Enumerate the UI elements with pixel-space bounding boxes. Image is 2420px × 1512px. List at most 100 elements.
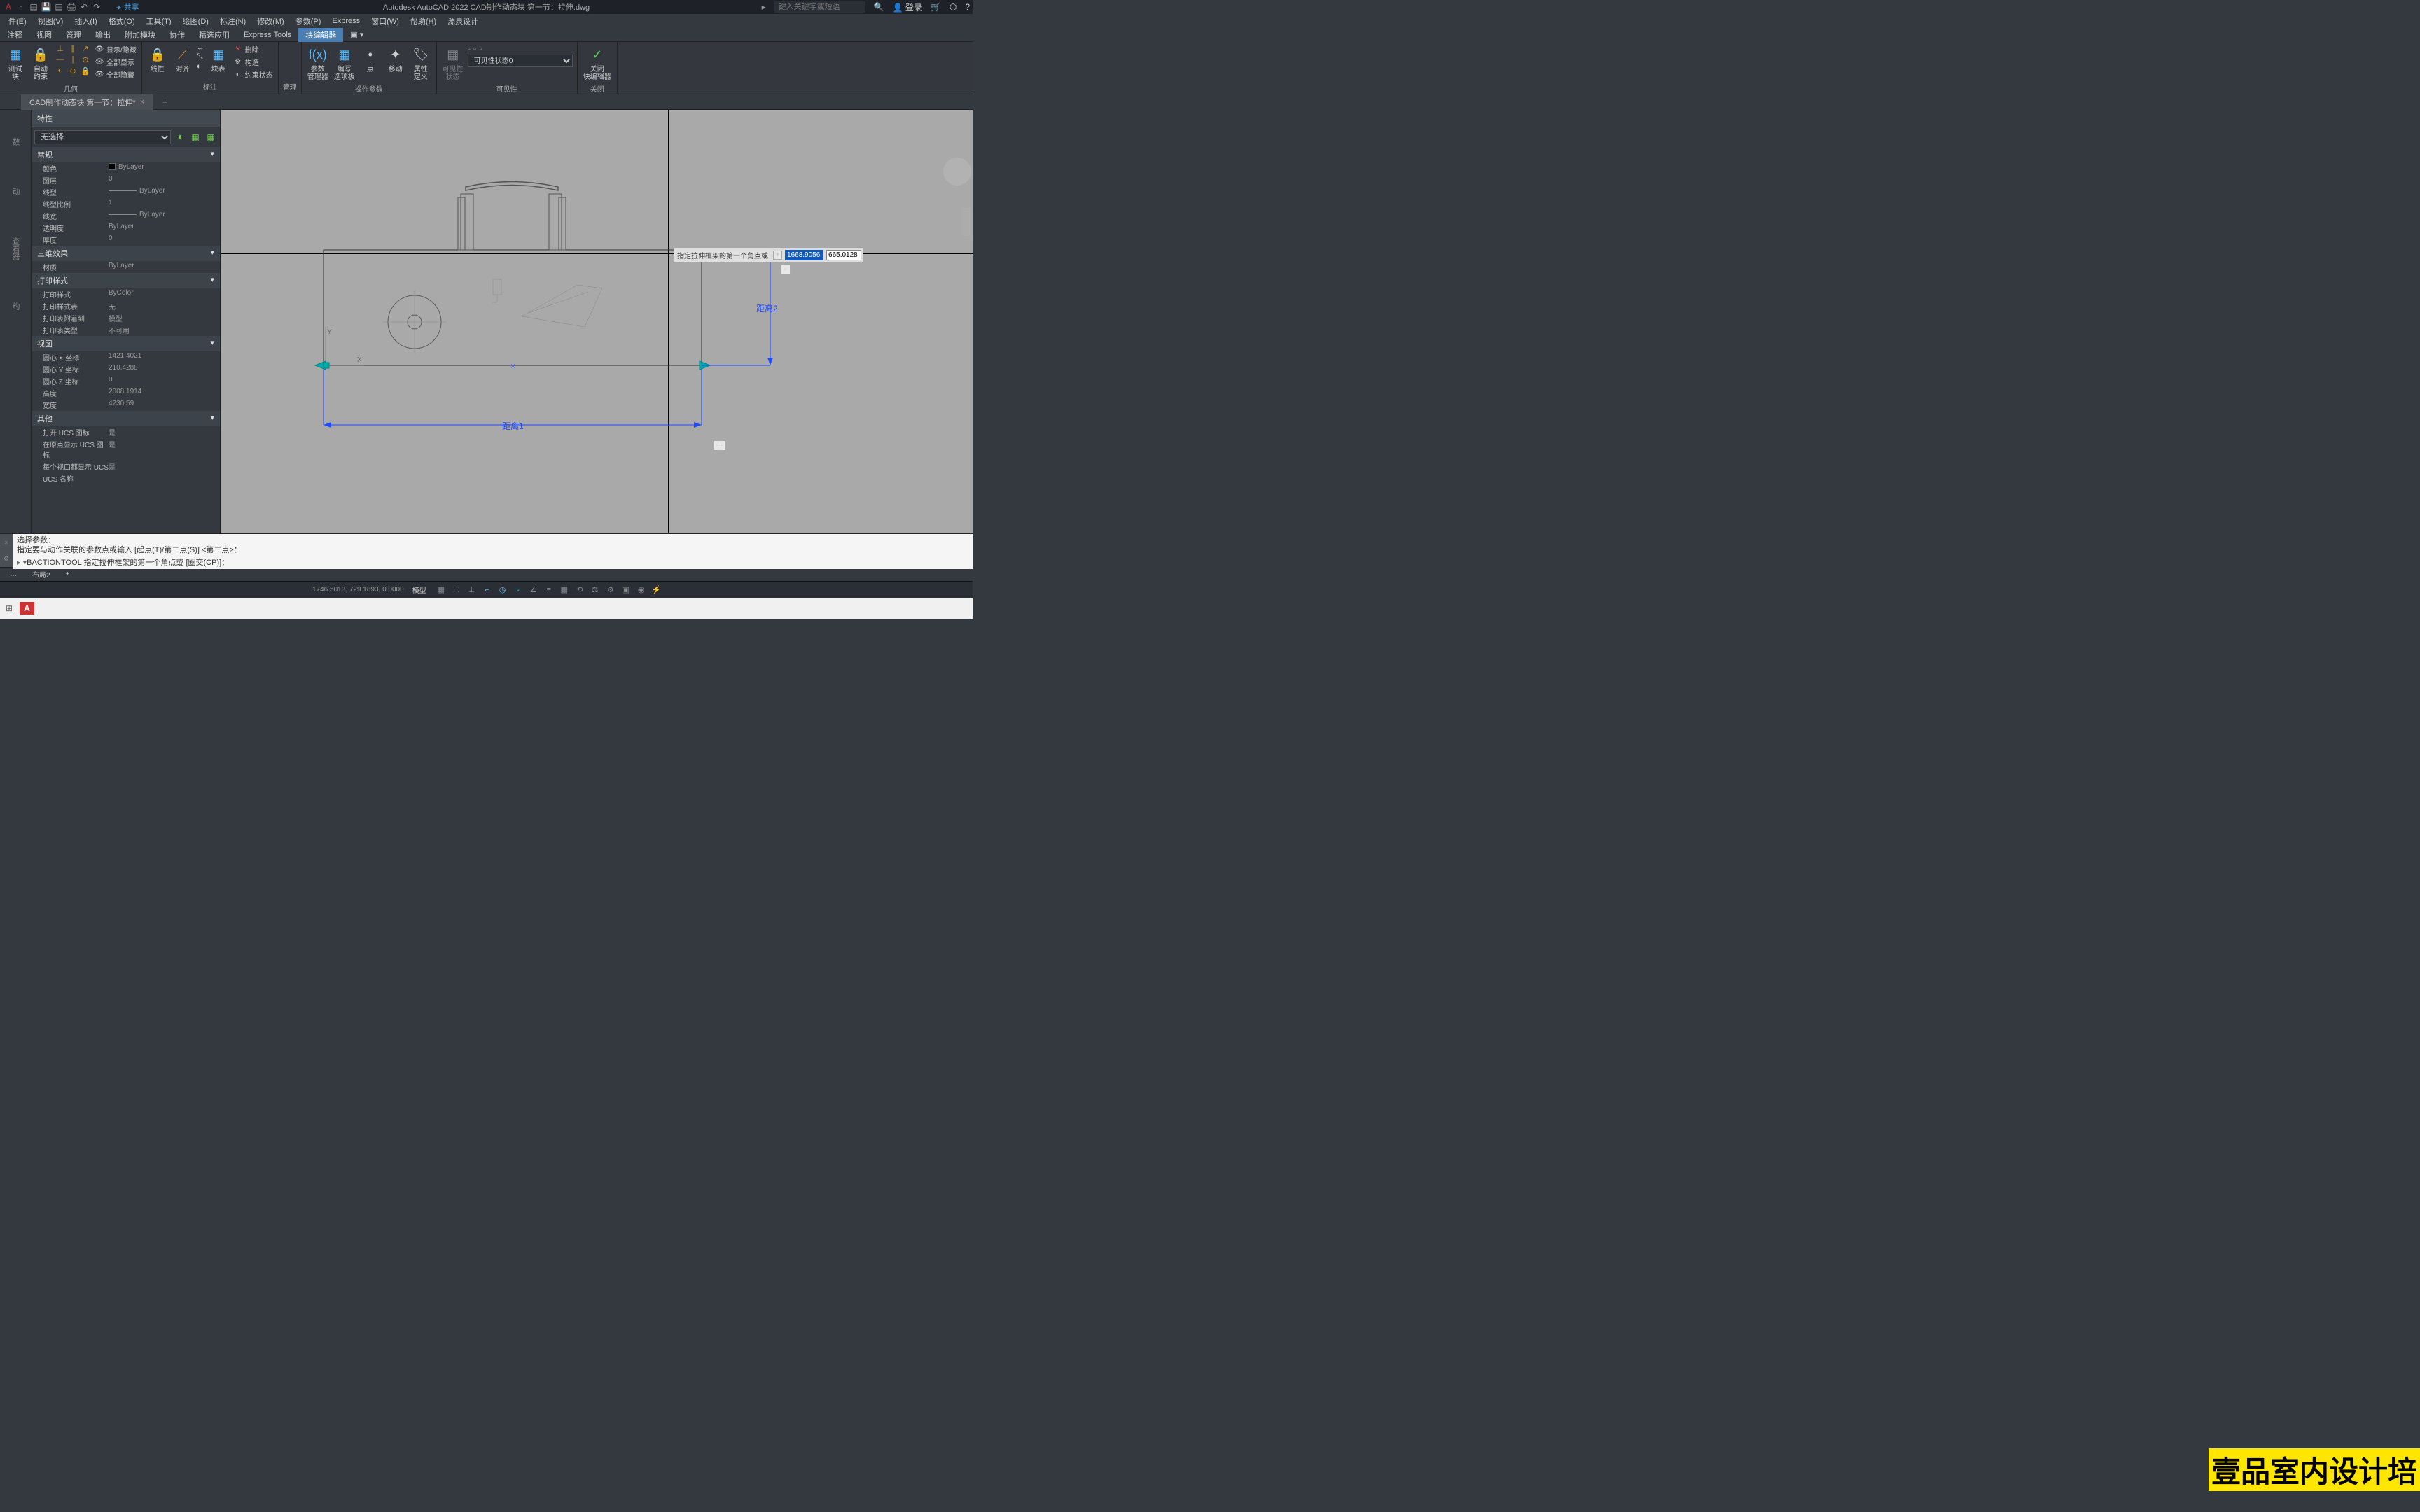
- menu-item[interactable]: 件(E): [3, 14, 32, 28]
- menu-item[interactable]: 参数(P): [290, 14, 327, 28]
- layout-tab[interactable]: 布局2: [25, 568, 57, 581]
- ribbon-tab[interactable]: 注释: [0, 28, 29, 42]
- taskbar-icon[interactable]: ⊞: [6, 603, 13, 613]
- new-icon[interactable]: ▫: [15, 1, 27, 13]
- menu-item[interactable]: 修改(M): [251, 14, 290, 28]
- search-input[interactable]: [774, 1, 865, 13]
- select-icon[interactable]: ▦: [189, 131, 202, 144]
- share-button[interactable]: ✈ 共享: [116, 1, 139, 13]
- hide-all-button[interactable]: 👁全部隐藏: [94, 69, 137, 80]
- attribute-button[interactable]: 🏷属性 定义: [410, 43, 432, 83]
- close-block-editor-button[interactable]: ✓关闭 块编辑器: [582, 43, 613, 83]
- vis-icon[interactable]: ▫: [479, 43, 482, 53]
- prop-value[interactable]: ByLayer: [109, 187, 220, 197]
- move-button[interactable]: ✦移动: [384, 43, 407, 75]
- grid-icon[interactable]: ▦: [435, 584, 447, 596]
- ribbon-tab[interactable]: 精选应用: [192, 28, 237, 42]
- model-space-button[interactable]: 模型: [412, 584, 426, 595]
- ribbon-tab[interactable]: 输出: [88, 28, 118, 42]
- side-tab[interactable]: 约: [10, 302, 21, 310]
- menu-item[interactable]: 绘图(D): [177, 14, 214, 28]
- ribbon-tab[interactable]: 管理: [59, 28, 88, 42]
- visibility-dropdown[interactable]: 可见性状态0: [468, 55, 573, 67]
- help-icon[interactable]: ?: [965, 2, 970, 12]
- workspace-icon[interactable]: ⚙: [604, 584, 617, 596]
- undo-icon[interactable]: ↶: [78, 1, 90, 13]
- linear-button[interactable]: 🔒线性: [146, 43, 169, 75]
- pim-icon[interactable]: ▦: [204, 131, 217, 144]
- constraint-icon[interactable]: —: [55, 55, 66, 64]
- menu-item[interactable]: 帮助(H): [405, 14, 442, 28]
- cmd-tool-icon[interactable]: ⚙: [4, 555, 9, 563]
- param-manager-button[interactable]: f(x)参数 管理器: [306, 43, 330, 83]
- props-section[interactable]: 其他▾: [32, 411, 220, 426]
- show-hide-button[interactable]: 👁显示/隐藏: [94, 43, 137, 55]
- menu-item[interactable]: 窗口(W): [366, 14, 405, 28]
- quickselect-icon[interactable]: ✦: [174, 131, 186, 144]
- print-icon[interactable]: 🖨: [66, 1, 77, 13]
- props-section[interactable]: 常规▾: [32, 147, 220, 162]
- point-button[interactable]: •点: [359, 43, 382, 75]
- prop-value[interactable]: 0: [109, 175, 220, 186]
- dim-icon[interactable]: ◐: [197, 62, 204, 71]
- dim-icon[interactable]: ↔: [197, 43, 204, 52]
- new-tab-button[interactable]: +: [158, 97, 172, 107]
- autocad-taskbar-icon[interactable]: A: [20, 602, 34, 615]
- close-tab-icon[interactable]: ×: [140, 98, 144, 106]
- ribbon-tab[interactable]: 协作: [162, 28, 192, 42]
- constraint-icon[interactable]: ⊥: [55, 43, 66, 53]
- ribbon-tab[interactable]: 视图: [29, 28, 59, 42]
- prop-value[interactable]: 无: [109, 301, 220, 312]
- redo-icon[interactable]: ↷: [91, 1, 102, 13]
- search-icon[interactable]: 🔍: [874, 2, 884, 12]
- constraint-icon[interactable]: ⊖: [67, 66, 78, 76]
- ribbon-tab-active[interactable]: 块编辑器: [298, 28, 343, 42]
- osnap-icon[interactable]: ▫: [512, 584, 524, 596]
- authoring-palette-button[interactable]: ▦编写 选项板: [333, 43, 356, 83]
- prop-value[interactable]: 是: [109, 439, 220, 460]
- prop-value[interactable]: 0: [109, 234, 220, 245]
- side-tab[interactable]: 动: [10, 188, 21, 195]
- new-layout-button[interactable]: +: [59, 569, 77, 580]
- isolate-icon[interactable]: ◉: [635, 584, 648, 596]
- vis-icon[interactable]: ▫: [468, 43, 471, 53]
- prop-value[interactable]: ByLayer: [109, 211, 220, 221]
- constraint-icon[interactable]: ∥: [67, 43, 78, 53]
- side-tab[interactable]: 查看器: [10, 237, 21, 260]
- props-section[interactable]: 三维效果▾: [32, 246, 220, 261]
- prop-value[interactable]: ByLayer: [109, 163, 220, 174]
- constraint-icon[interactable]: ◐: [55, 66, 66, 76]
- cmd-close-icon[interactable]: ×: [4, 539, 8, 546]
- saveas-icon[interactable]: ▤: [53, 1, 64, 13]
- prop-value[interactable]: 是: [109, 461, 220, 472]
- hw-icon[interactable]: ⚡: [651, 584, 663, 596]
- lweight-icon[interactable]: ≡: [543, 584, 555, 596]
- ribbon-tab[interactable]: 附加模块: [118, 28, 162, 42]
- login-button[interactable]: 👤 登录: [893, 1, 922, 13]
- dyn-icon[interactable]: ⊥: [466, 584, 478, 596]
- constraint-icon[interactable]: ⊙: [80, 55, 91, 64]
- test-block-button[interactable]: ▦测试 块: [4, 43, 27, 83]
- menu-item[interactable]: Express: [326, 15, 366, 27]
- delete-button[interactable]: ✕删除: [232, 43, 274, 55]
- constraint-icon[interactable]: 🔒: [80, 66, 91, 76]
- menu-item[interactable]: 格式(O): [103, 14, 141, 28]
- prop-value[interactable]: ByLayer: [109, 223, 220, 233]
- coord-input-x[interactable]: [785, 250, 823, 260]
- menu-item[interactable]: 插入(I): [69, 14, 102, 28]
- side-tab[interactable]: 数: [10, 138, 21, 146]
- apps-icon[interactable]: ⬡: [950, 2, 957, 12]
- app-menu-icon[interactable]: A: [3, 1, 14, 13]
- block-table-button[interactable]: ▦块表: [207, 43, 230, 75]
- prop-value[interactable]: [109, 473, 220, 484]
- construction-button[interactable]: ⚙构造: [232, 56, 274, 68]
- menu-item[interactable]: 视图(V): [32, 14, 69, 28]
- cycle-icon[interactable]: ⟲: [573, 584, 586, 596]
- monitor-icon[interactable]: ▣: [620, 584, 632, 596]
- cart-icon[interactable]: 🛒: [931, 2, 941, 12]
- constraint-icon[interactable]: |: [67, 55, 78, 64]
- command-input[interactable]: ▸ ▾ BACTIONTOOL 指定拉伸框架的第一个角点或 [圈交(CP)]：: [13, 555, 973, 569]
- layout-tab[interactable]: …: [3, 569, 24, 580]
- vis-icon[interactable]: ▫: [473, 43, 476, 53]
- props-section[interactable]: 视图▾: [32, 336, 220, 351]
